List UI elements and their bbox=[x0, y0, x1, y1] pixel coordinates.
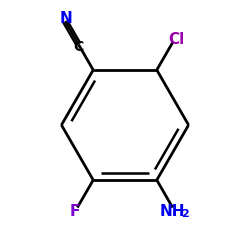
Text: Cl: Cl bbox=[168, 32, 184, 47]
Text: F: F bbox=[70, 204, 80, 219]
Text: N: N bbox=[60, 11, 73, 26]
Text: C: C bbox=[74, 40, 84, 54]
Text: 2: 2 bbox=[182, 210, 189, 220]
Text: NH: NH bbox=[160, 204, 186, 219]
